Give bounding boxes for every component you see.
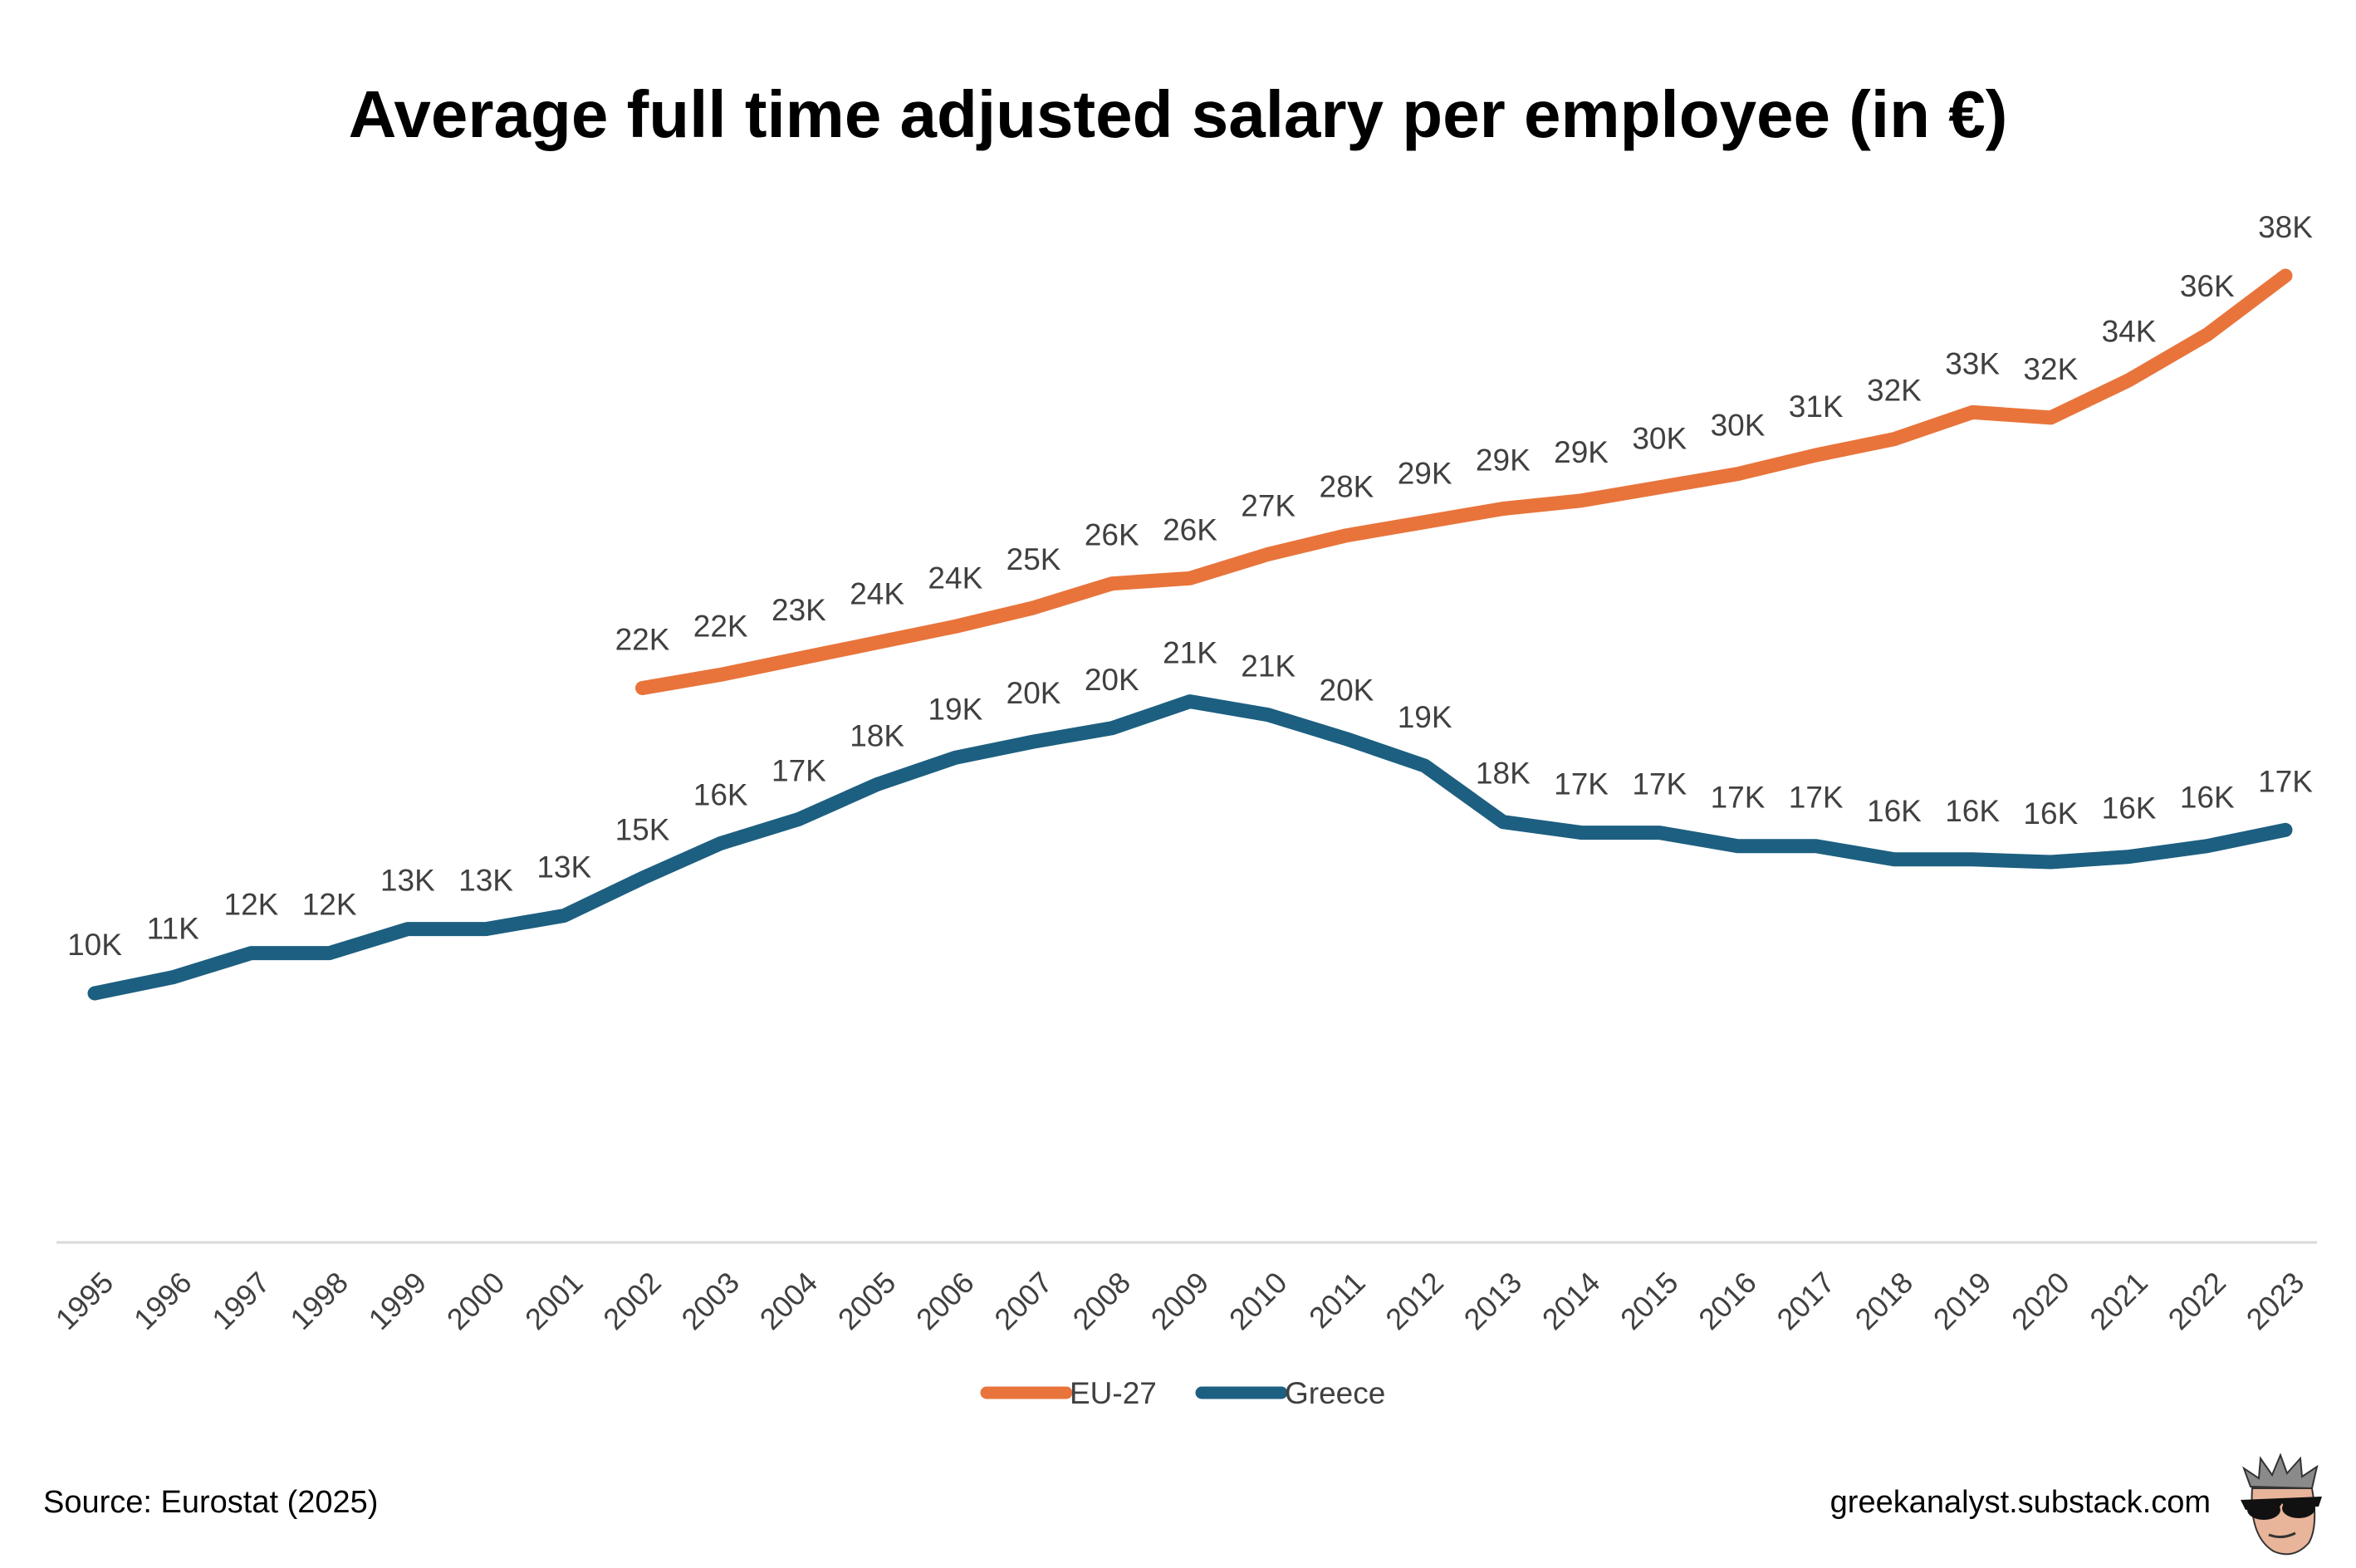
data-label-eu-27: 26K	[1085, 518, 1139, 552]
data-label-greece: 13K	[536, 850, 591, 884]
x-tick-label: 2012	[1379, 1265, 1450, 1336]
data-label-eu-27: 30K	[1711, 409, 1766, 443]
data-label-eu-27: 24K	[850, 577, 904, 611]
data-label-eu-27: 36K	[2180, 269, 2235, 303]
site-link[interactable]: greekanalyst.substack.com	[1829, 1485, 2211, 1520]
legend: EU-27 Greece	[980, 1376, 1385, 1410]
data-label-eu-27: 28K	[1320, 470, 1374, 504]
data-label-greece: 21K	[1163, 636, 1217, 670]
x-tick-label: 2008	[1065, 1265, 1137, 1336]
data-label-greece: 20K	[1007, 676, 1061, 710]
x-tick-label: 2017	[1770, 1265, 1841, 1336]
data-label-eu-27: 38K	[2258, 210, 2313, 244]
x-tick-label: 2005	[831, 1265, 903, 1336]
x-tick-label: 2003	[674, 1265, 746, 1336]
legend-label-eu-27: EU-27	[1070, 1376, 1157, 1410]
data-label-greece: 17K	[1632, 767, 1687, 801]
data-label-greece: 15K	[615, 812, 670, 846]
data-label-greece: 12K	[224, 888, 279, 922]
data-label-greece: 16K	[1945, 794, 2000, 828]
data-label-eu-27: 29K	[1398, 457, 1452, 491]
data-label-eu-27: 34K	[2102, 315, 2157, 349]
x-tick-label: 2020	[2005, 1265, 2076, 1336]
data-label-greece: 16K	[2180, 781, 2235, 815]
x-tick-label: 2007	[987, 1265, 1059, 1336]
chart-title: Average full time adjusted salary per em…	[348, 77, 2008, 151]
data-label-greece: 18K	[850, 719, 904, 753]
data-labels: 22K 22K 23K 24K 24K 25K 26K 26K 27K 28K 29K 29K 29K 3…	[67, 210, 2313, 962]
x-tick-label: 2009	[1144, 1265, 1216, 1336]
data-label-eu-27: 32K	[1867, 374, 1922, 408]
data-label-eu-27: 33K	[1945, 346, 2000, 380]
x-tick-label: 2004	[753, 1265, 825, 1336]
data-label-greece: 16K	[1867, 794, 1922, 828]
mascot-logo-icon	[2241, 1453, 2322, 1556]
data-label-greece: 17K	[771, 753, 826, 787]
x-tick-label: 2000	[440, 1265, 512, 1336]
data-label-greece: 17K	[1711, 781, 1766, 815]
data-label-greece: 18K	[1476, 757, 1531, 791]
data-label-greece: 13K	[380, 864, 435, 898]
data-label-greece: 11K	[147, 912, 199, 946]
x-tick-label: 2001	[518, 1265, 590, 1336]
x-tick-label: 2019	[1927, 1265, 1998, 1336]
data-label-eu-27: 23K	[771, 593, 826, 627]
data-label-eu-27: 29K	[1554, 435, 1609, 469]
data-label-eu-27: 22K	[615, 622, 670, 656]
data-label-greece: 16K	[2102, 791, 2157, 826]
x-tick-label: 2023	[2240, 1265, 2311, 1336]
data-label-eu-27: 25K	[1007, 542, 1061, 576]
series-line-greece	[87, 694, 2293, 1001]
data-label-eu-27: 29K	[1476, 443, 1531, 477]
legend-label-greece: Greece	[1285, 1376, 1385, 1410]
x-tick-label: 2006	[909, 1265, 981, 1336]
x-tick-label: 2018	[1849, 1265, 1920, 1336]
data-label-eu-27: 32K	[2023, 352, 2078, 386]
data-label-eu-27: 22K	[693, 609, 748, 643]
x-tick-label: 2014	[1536, 1265, 1607, 1336]
data-label-eu-27: 27K	[1241, 488, 1296, 522]
data-label-greece: 19K	[928, 692, 982, 726]
data-label-greece: 12K	[302, 888, 357, 922]
data-label-eu-27: 30K	[1632, 422, 1687, 456]
x-tick-label: 1999	[362, 1265, 433, 1336]
series-line-eu-27	[635, 268, 2293, 695]
data-label-greece: 16K	[2023, 796, 2078, 831]
x-tick-label: 2021	[2083, 1265, 2154, 1336]
x-tick-label: 1998	[283, 1265, 355, 1336]
x-tick-label: 2011	[1302, 1265, 1372, 1335]
data-label-greece: 13K	[458, 864, 513, 898]
x-tick-label: 1995	[49, 1265, 120, 1336]
data-label-eu-27: 31K	[1789, 390, 1844, 424]
data-label-eu-27: 26K	[1163, 512, 1217, 546]
source-note: Source: Eurostat (2025)	[43, 1485, 379, 1520]
x-tick-label: 2016	[1692, 1265, 1763, 1336]
data-label-greece: 21K	[1241, 649, 1296, 684]
x-tick-label: 2002	[596, 1265, 668, 1336]
x-axis-ticks: 1995 1996 1997 1998 1999 2000 2001 2002 2003 2004…	[49, 1265, 2311, 1336]
series-layer	[87, 268, 2293, 1001]
x-tick-label: 2015	[1614, 1265, 1685, 1336]
data-label-greece: 17K	[1554, 767, 1609, 801]
data-label-greece: 17K	[2258, 764, 2313, 798]
x-tick-label: 2010	[1222, 1265, 1294, 1336]
data-label-greece: 19K	[1398, 700, 1452, 734]
x-tick-label: 1997	[205, 1265, 277, 1336]
data-label-greece: 16K	[693, 777, 748, 811]
data-label-greece: 10K	[67, 928, 122, 962]
x-tick-label: 2022	[2161, 1265, 2232, 1336]
x-tick-label: 1996	[127, 1265, 198, 1336]
x-tick-label: 2013	[1457, 1265, 1529, 1336]
data-label-greece: 20K	[1085, 663, 1139, 697]
data-label-greece: 20K	[1320, 674, 1374, 708]
data-label-eu-27: 24K	[928, 561, 982, 595]
data-label-greece: 17K	[1789, 781, 1844, 815]
